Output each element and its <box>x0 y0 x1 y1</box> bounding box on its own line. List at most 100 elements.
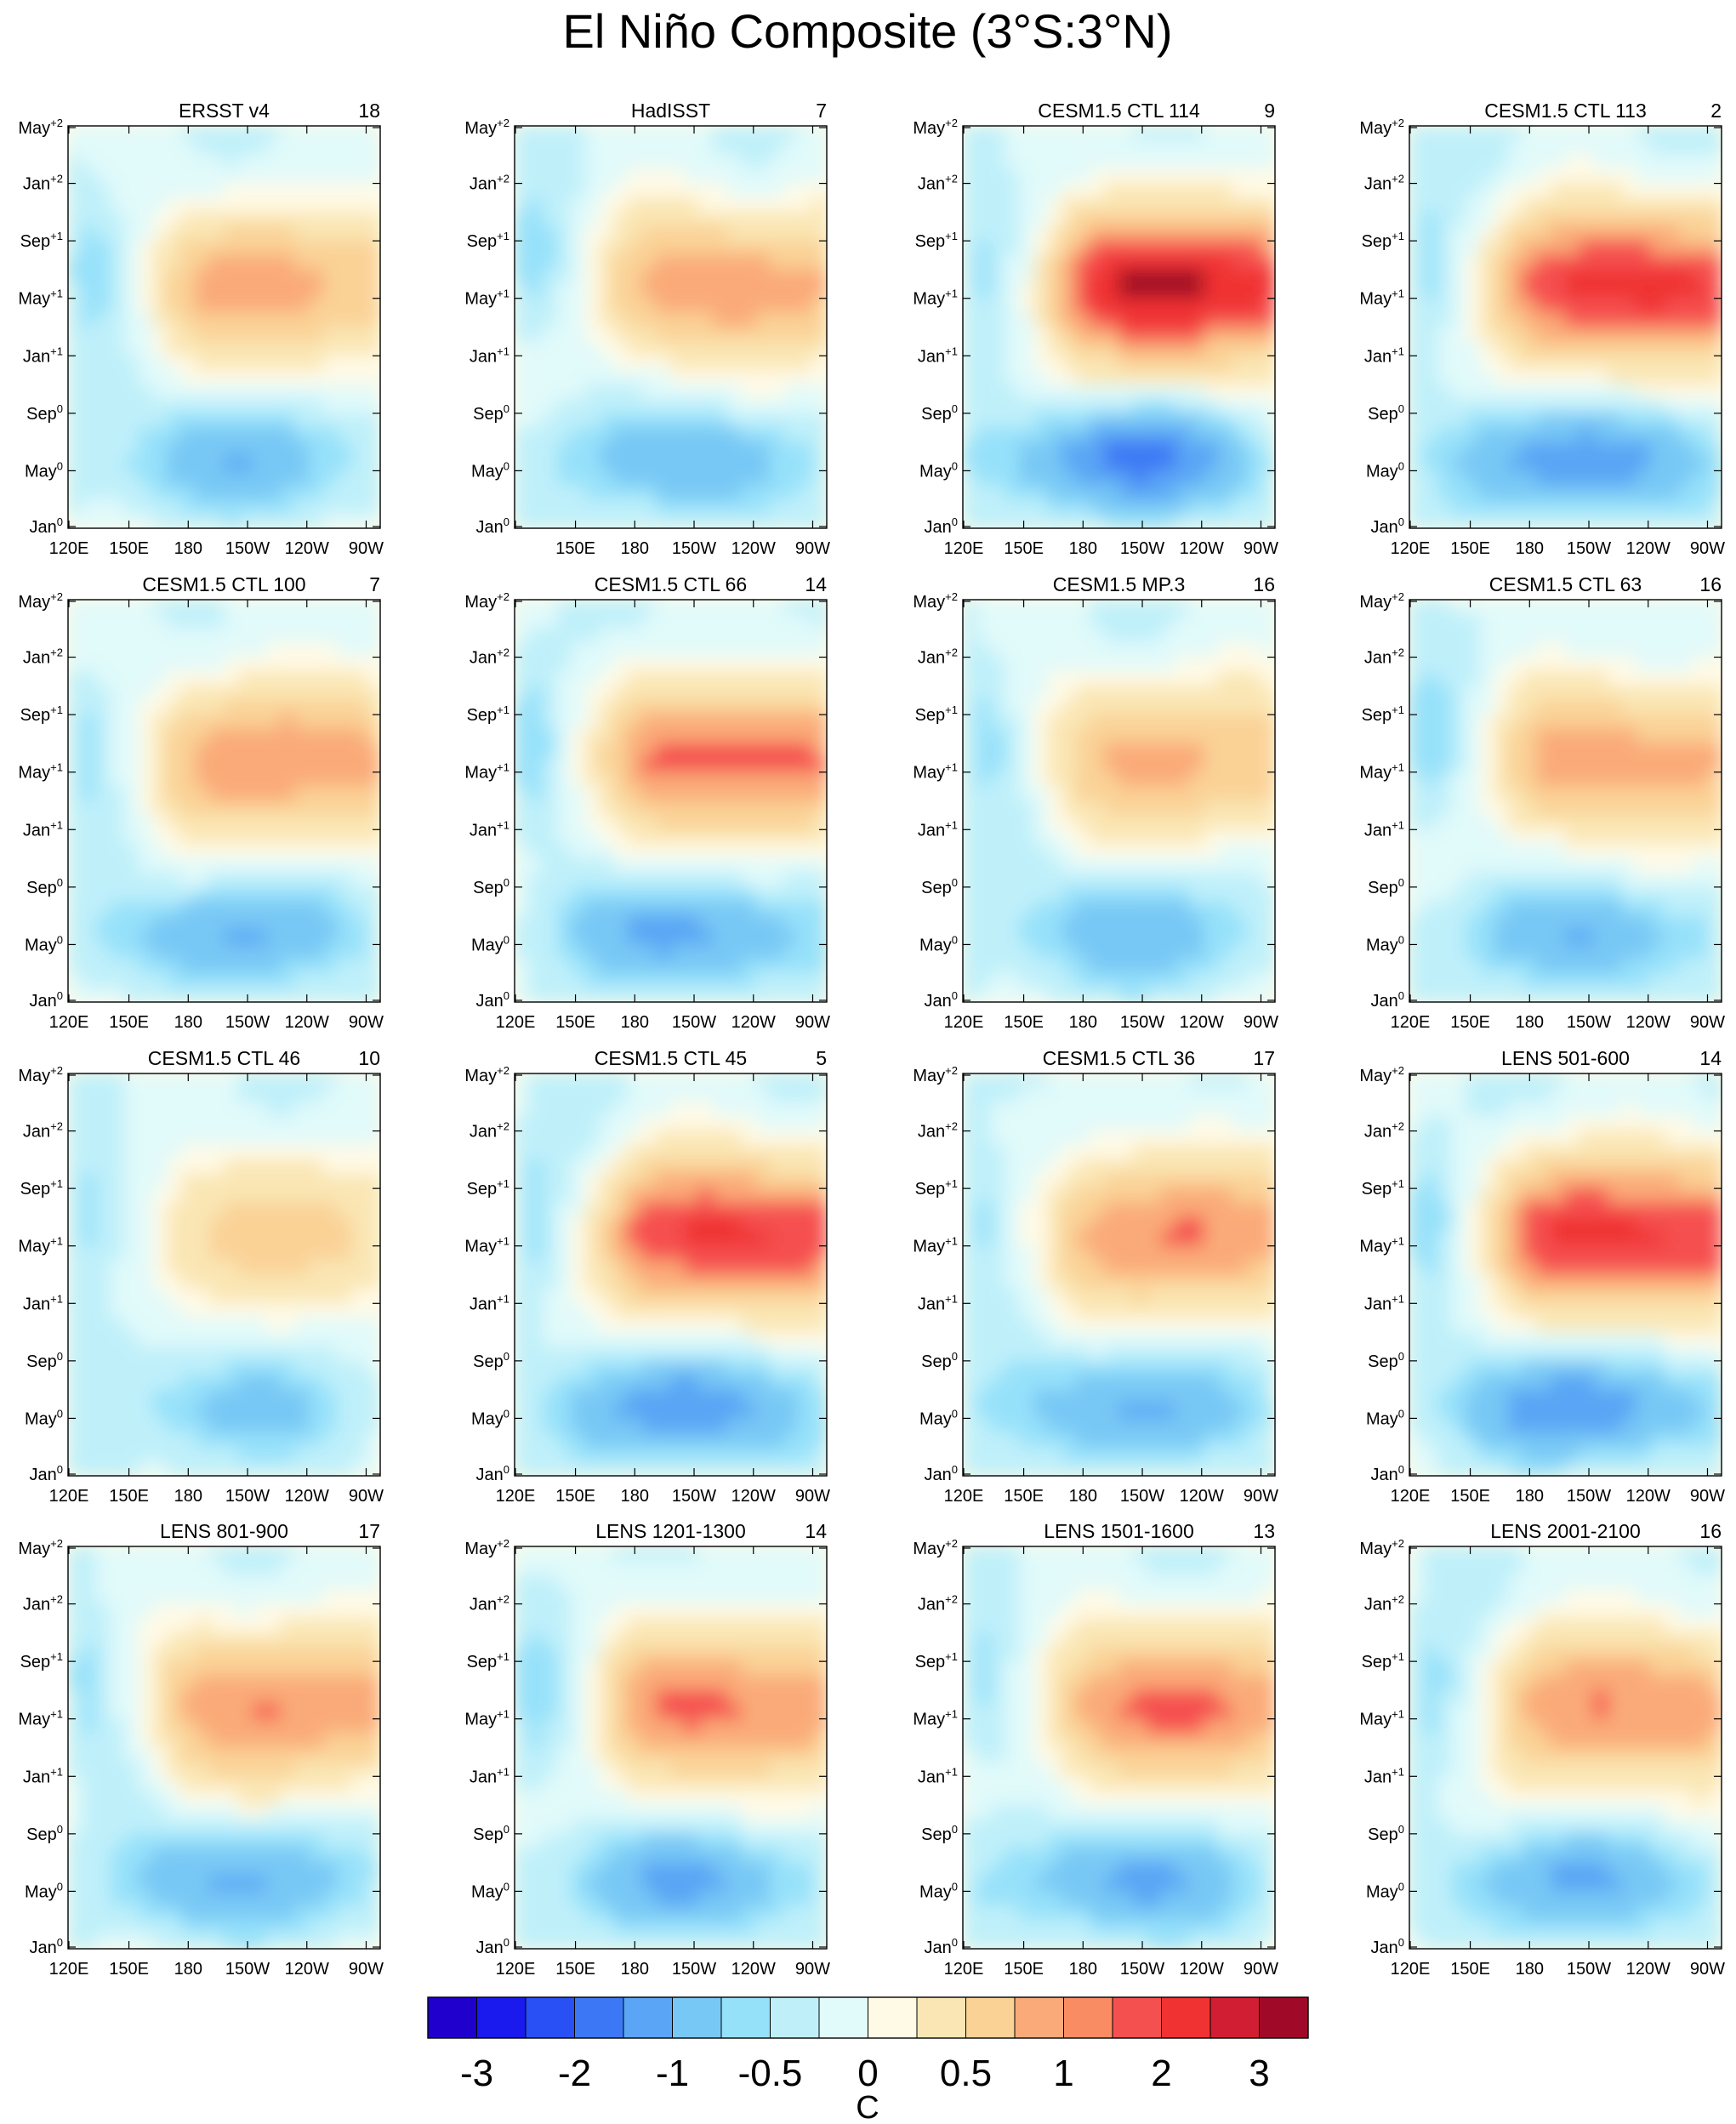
field-cell <box>976 958 992 974</box>
field-cell <box>237 714 253 730</box>
field-cell <box>1246 699 1261 715</box>
field-cell <box>237 600 253 615</box>
field-cell <box>976 915 992 931</box>
field-cell <box>1161 298 1176 314</box>
field-cell <box>266 772 282 788</box>
field-cell <box>195 340 211 356</box>
field-cell <box>1437 470 1453 486</box>
field-cell <box>82 657 97 672</box>
field-cell <box>180 642 196 658</box>
field-cell <box>726 183 743 198</box>
field-cell <box>1217 327 1233 342</box>
field-cell <box>528 355 544 371</box>
field-cell <box>224 154 239 170</box>
field-cell <box>1593 298 1609 314</box>
field-cell <box>963 930 978 945</box>
field-cell <box>1664 126 1680 141</box>
field-cell <box>613 901 629 917</box>
field-cell <box>110 728 126 744</box>
field-cell <box>309 642 324 658</box>
field-cell <box>656 628 671 644</box>
field-cell <box>963 829 978 845</box>
field-cell <box>1217 484 1233 500</box>
field-cell <box>1075 699 1091 715</box>
field-cell <box>1451 513 1467 528</box>
field-cell <box>224 915 239 931</box>
field-cell <box>1650 772 1665 788</box>
field-cell <box>1019 413 1034 429</box>
field-cell <box>1565 470 1580 486</box>
field-cell <box>209 972 225 988</box>
field-cell <box>755 699 771 715</box>
field-cell <box>167 312 182 327</box>
field-cell <box>698 456 714 471</box>
field-cell <box>1494 613 1510 629</box>
x-tick-label: 180 <box>1069 539 1097 558</box>
field-cell <box>1090 857 1106 874</box>
field-cell <box>365 857 380 874</box>
panel-frame <box>67 125 381 529</box>
field-cell <box>1232 140 1248 156</box>
field-cell <box>1047 211 1063 227</box>
field-cell <box>1246 441 1261 458</box>
field-cell <box>798 513 813 528</box>
field-cell <box>542 427 558 443</box>
field-cell <box>1019 958 1034 974</box>
field-cell <box>726 886 743 903</box>
field-cell <box>726 915 743 931</box>
field-cell <box>237 398 253 414</box>
panel-title: CESM1.5 CTL 100 <box>142 573 305 595</box>
field-cell <box>252 600 268 615</box>
field-cell <box>1636 327 1652 342</box>
y-tick-label: Sep0 <box>1368 402 1404 424</box>
field-cell <box>138 355 154 371</box>
field-cell <box>515 657 530 672</box>
field-cell <box>990 340 1006 356</box>
field-cell <box>976 699 992 715</box>
field-cell <box>1104 168 1119 185</box>
field-cell <box>1260 240 1275 256</box>
field-cell <box>613 398 629 414</box>
field-cell <box>1147 670 1163 686</box>
field-cell <box>783 369 800 385</box>
field-cell <box>1636 154 1652 170</box>
y-tick-label: Jan0 <box>925 515 958 537</box>
field-cell <box>1479 240 1495 256</box>
field-cell <box>1437 225 1453 242</box>
field-cell <box>1650 628 1665 644</box>
field-cell <box>68 628 83 644</box>
field-cell <box>266 613 282 629</box>
field-cell <box>613 757 629 773</box>
panel: CESM1.5 CTL 66 14May+2Jan+2Sep+1May+1Jan+… <box>464 573 830 1032</box>
field-cell <box>1147 800 1163 816</box>
field-cell <box>1161 699 1176 715</box>
field-cell <box>811 369 827 385</box>
field-cell <box>1706 513 1722 528</box>
field-cell <box>627 972 643 988</box>
field-cell <box>1664 642 1680 658</box>
field-cell <box>542 470 558 486</box>
field-cell <box>1047 728 1063 744</box>
field-cell <box>542 140 558 156</box>
field-cell <box>713 814 728 830</box>
field-cell <box>337 972 353 988</box>
field-cell <box>1161 685 1176 701</box>
field-cell <box>1232 183 1248 198</box>
field-cell <box>571 901 586 917</box>
field-cell <box>252 327 268 342</box>
field-cell <box>68 772 83 788</box>
field-cell <box>1147 628 1163 644</box>
field-cell <box>1494 240 1510 256</box>
field-cell <box>1260 857 1275 874</box>
field-cell <box>556 657 572 672</box>
field-cell <box>698 240 714 256</box>
field-cell <box>1466 814 1481 830</box>
field-cell <box>68 613 83 629</box>
field-cell <box>1246 915 1261 931</box>
field-cell <box>556 355 572 371</box>
field-cell <box>542 600 558 615</box>
field-cell <box>726 829 743 845</box>
field-cell <box>1019 441 1034 458</box>
field-cell <box>280 915 296 931</box>
field-cell <box>180 872 196 888</box>
